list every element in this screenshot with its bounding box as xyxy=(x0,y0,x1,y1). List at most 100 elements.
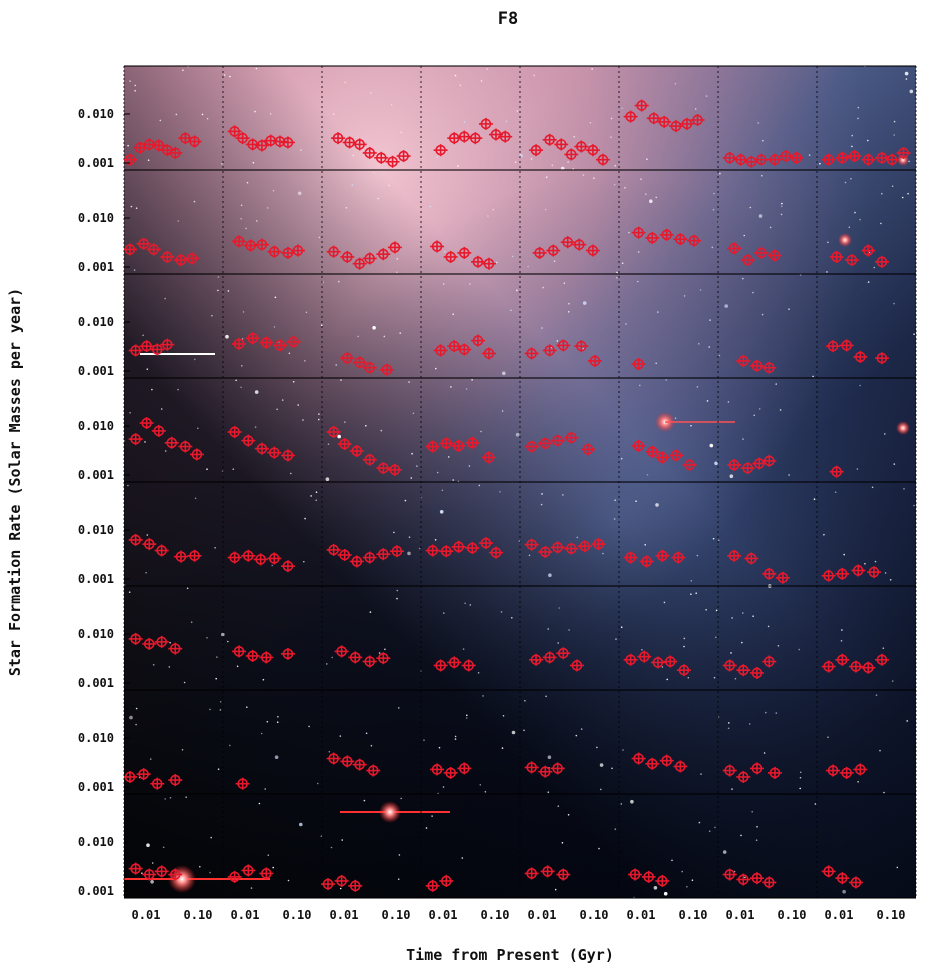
background-star xyxy=(545,695,547,698)
sfr-data-point xyxy=(439,545,454,558)
background-star xyxy=(480,80,483,82)
background-star xyxy=(318,236,321,239)
background-star xyxy=(435,367,437,370)
panel-5-6 xyxy=(623,549,686,568)
sfr-data-point xyxy=(752,457,767,470)
background-star xyxy=(657,311,659,313)
sfr-data-point xyxy=(187,549,202,562)
background-star xyxy=(266,720,269,723)
sfr-data-point xyxy=(673,760,688,773)
x-tick-label: 0.01 xyxy=(429,908,458,922)
background-star xyxy=(551,164,554,167)
background-star xyxy=(469,283,471,285)
background-star xyxy=(690,593,692,595)
background-star xyxy=(628,231,630,234)
sfr-data-point xyxy=(447,340,462,353)
background-star xyxy=(841,629,843,631)
sfr-data-point xyxy=(142,868,157,881)
background-star xyxy=(891,185,894,187)
background-star xyxy=(799,787,801,790)
background-star xyxy=(567,814,570,816)
background-star xyxy=(363,799,366,802)
background-star xyxy=(709,443,714,448)
background-star xyxy=(443,250,446,253)
background-star xyxy=(666,678,668,681)
background-star xyxy=(276,408,278,411)
background-star xyxy=(150,880,154,884)
sfr-data-point xyxy=(447,656,462,669)
background-star xyxy=(418,547,421,550)
sfr-data-point xyxy=(470,334,485,347)
sfr-data-point xyxy=(235,777,250,790)
background-star xyxy=(748,723,751,725)
background-star xyxy=(369,611,372,613)
sfr-data-point xyxy=(136,768,151,781)
background-star xyxy=(705,95,708,97)
x-tick-label: 0.10 xyxy=(778,908,807,922)
sfr-data-point xyxy=(762,361,777,374)
background-star xyxy=(690,424,692,427)
background-star xyxy=(799,776,802,779)
sfr-data-point xyxy=(139,340,154,353)
background-star xyxy=(274,296,277,299)
sfr-data-point xyxy=(524,761,539,774)
background-star xyxy=(129,412,131,414)
background-star xyxy=(197,427,199,430)
background-star xyxy=(276,721,279,723)
sfr-data-point xyxy=(259,336,274,349)
background-star xyxy=(868,251,871,254)
sfr-data-point xyxy=(259,867,274,880)
sfr-data-point xyxy=(481,257,496,270)
background-star xyxy=(859,384,861,387)
sfr-data-point xyxy=(631,752,646,765)
sfr-data-point xyxy=(733,153,748,166)
background-star xyxy=(909,89,914,94)
y-tick-label: 0.010 xyxy=(78,835,114,849)
background-star xyxy=(545,176,548,178)
background-star xyxy=(582,174,585,176)
background-star xyxy=(765,711,767,714)
background-star xyxy=(124,440,125,442)
panel-4-4 xyxy=(425,436,496,464)
sfr-data-point xyxy=(821,153,836,166)
background-star xyxy=(325,477,330,482)
sfr-data-point xyxy=(430,240,445,253)
sfr-data-point xyxy=(178,132,193,145)
background-star xyxy=(645,193,647,195)
sfr-data-point xyxy=(556,868,571,881)
background-star xyxy=(454,74,457,77)
background-star xyxy=(561,842,564,844)
background-star xyxy=(345,207,348,209)
background-star xyxy=(450,386,452,388)
background-star xyxy=(599,763,604,767)
sfr-data-point xyxy=(154,635,169,648)
background-star xyxy=(134,84,136,87)
background-star xyxy=(144,441,146,443)
background-star xyxy=(614,499,616,502)
y-tick-label: 0.010 xyxy=(78,315,114,329)
sfr-data-point xyxy=(829,250,844,263)
panel-5-5 xyxy=(524,538,606,558)
panel-5-7 xyxy=(727,549,790,584)
sfr-data-point xyxy=(331,132,346,145)
background-star xyxy=(541,493,543,495)
background-star xyxy=(380,429,383,432)
background-star xyxy=(600,788,602,791)
background-star xyxy=(602,552,604,555)
background-star xyxy=(274,755,279,759)
background-star xyxy=(443,612,445,614)
sfr-data-point xyxy=(254,139,269,152)
background-star xyxy=(396,597,398,600)
y-tick-label: 0.001 xyxy=(78,572,114,586)
y-tick-label: 0.001 xyxy=(78,260,114,274)
background-star xyxy=(302,419,304,421)
background-star xyxy=(788,474,790,476)
background-star xyxy=(152,664,155,666)
background-star xyxy=(194,497,197,500)
panel-4-3 xyxy=(326,425,402,476)
sfr-data-point xyxy=(572,238,587,251)
background-star xyxy=(826,271,828,273)
sfr-data-point xyxy=(767,766,782,779)
sfr-data-point xyxy=(686,234,701,247)
sfr-data-point xyxy=(727,549,742,562)
